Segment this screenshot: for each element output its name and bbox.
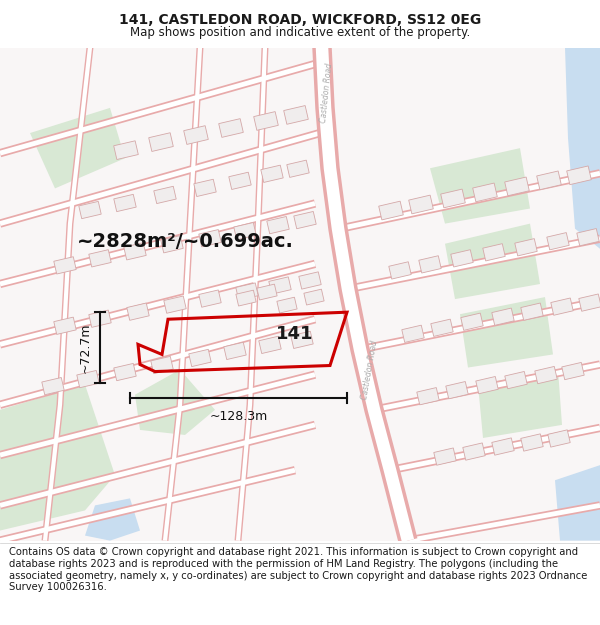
Polygon shape <box>261 165 283 182</box>
Polygon shape <box>79 201 101 219</box>
Polygon shape <box>461 313 483 331</box>
Text: ~128.3m: ~128.3m <box>209 410 268 422</box>
Polygon shape <box>521 303 543 320</box>
Polygon shape <box>515 239 537 256</box>
Polygon shape <box>257 284 277 300</box>
Polygon shape <box>551 298 573 315</box>
Polygon shape <box>505 177 529 196</box>
Polygon shape <box>419 256 441 273</box>
Polygon shape <box>284 106 308 124</box>
Polygon shape <box>219 119 243 138</box>
Polygon shape <box>77 371 99 388</box>
Polygon shape <box>164 296 186 313</box>
Polygon shape <box>161 236 183 253</box>
Polygon shape <box>54 257 76 274</box>
Polygon shape <box>431 319 453 336</box>
Polygon shape <box>547 232 569 250</box>
Polygon shape <box>492 308 514 326</box>
Polygon shape <box>402 325 424 342</box>
Polygon shape <box>149 132 173 151</box>
Polygon shape <box>114 194 136 212</box>
Text: Contains OS data © Crown copyright and database right 2021. This information is : Contains OS data © Crown copyright and d… <box>9 548 587 592</box>
Polygon shape <box>567 166 591 184</box>
Polygon shape <box>577 229 599 246</box>
Polygon shape <box>234 222 256 240</box>
Polygon shape <box>299 272 321 289</box>
Polygon shape <box>441 189 465 208</box>
Polygon shape <box>287 160 309 177</box>
Polygon shape <box>483 244 505 261</box>
Polygon shape <box>269 277 291 294</box>
Text: 141: 141 <box>276 326 314 343</box>
Polygon shape <box>236 283 258 300</box>
Polygon shape <box>389 262 411 279</box>
Polygon shape <box>476 376 498 394</box>
Polygon shape <box>259 336 281 354</box>
Polygon shape <box>451 250 473 267</box>
Polygon shape <box>492 438 514 455</box>
Polygon shape <box>535 366 557 384</box>
Polygon shape <box>478 369 562 438</box>
Text: Castledon Road: Castledon Road <box>361 339 380 400</box>
Polygon shape <box>505 371 527 389</box>
Polygon shape <box>236 290 256 306</box>
Polygon shape <box>54 317 76 334</box>
Polygon shape <box>294 211 316 229</box>
Polygon shape <box>85 498 140 541</box>
Text: 141, CASTLEDON ROAD, WICKFORD, SS12 0EG: 141, CASTLEDON ROAD, WICKFORD, SS12 0EG <box>119 13 481 28</box>
Polygon shape <box>417 388 439 405</box>
Polygon shape <box>89 310 111 328</box>
Polygon shape <box>114 141 138 159</box>
Polygon shape <box>194 179 216 196</box>
Text: Castledon Road: Castledon Road <box>319 62 335 123</box>
Polygon shape <box>409 195 433 214</box>
Polygon shape <box>548 430 570 447</box>
Polygon shape <box>124 242 146 260</box>
Polygon shape <box>114 363 136 381</box>
Polygon shape <box>473 183 497 202</box>
Polygon shape <box>42 378 64 395</box>
Polygon shape <box>151 356 173 374</box>
Polygon shape <box>184 126 208 144</box>
Polygon shape <box>379 201 403 220</box>
Polygon shape <box>460 297 553 368</box>
Polygon shape <box>0 384 115 531</box>
Polygon shape <box>154 186 176 204</box>
Polygon shape <box>445 224 540 299</box>
Polygon shape <box>430 148 530 224</box>
Polygon shape <box>254 112 278 131</box>
Polygon shape <box>229 173 251 189</box>
Polygon shape <box>199 229 221 247</box>
Text: ~72.7m: ~72.7m <box>79 322 92 372</box>
Polygon shape <box>199 290 221 308</box>
Text: Map shows position and indicative extent of the property.: Map shows position and indicative extent… <box>130 26 470 39</box>
Polygon shape <box>189 349 211 367</box>
Polygon shape <box>537 171 561 190</box>
Polygon shape <box>304 289 324 305</box>
Polygon shape <box>291 331 313 349</box>
Polygon shape <box>555 465 600 541</box>
Polygon shape <box>277 298 297 313</box>
Polygon shape <box>127 303 149 320</box>
Polygon shape <box>434 448 456 465</box>
Polygon shape <box>30 108 125 188</box>
Polygon shape <box>446 381 468 399</box>
Polygon shape <box>463 443 485 460</box>
Polygon shape <box>267 216 289 234</box>
Polygon shape <box>89 250 111 267</box>
Polygon shape <box>135 369 215 435</box>
Polygon shape <box>521 434 543 451</box>
Polygon shape <box>562 362 584 380</box>
Polygon shape <box>579 294 600 311</box>
Polygon shape <box>224 342 246 359</box>
Polygon shape <box>565 48 600 249</box>
Text: ~2828m²/~0.699ac.: ~2828m²/~0.699ac. <box>77 232 293 251</box>
